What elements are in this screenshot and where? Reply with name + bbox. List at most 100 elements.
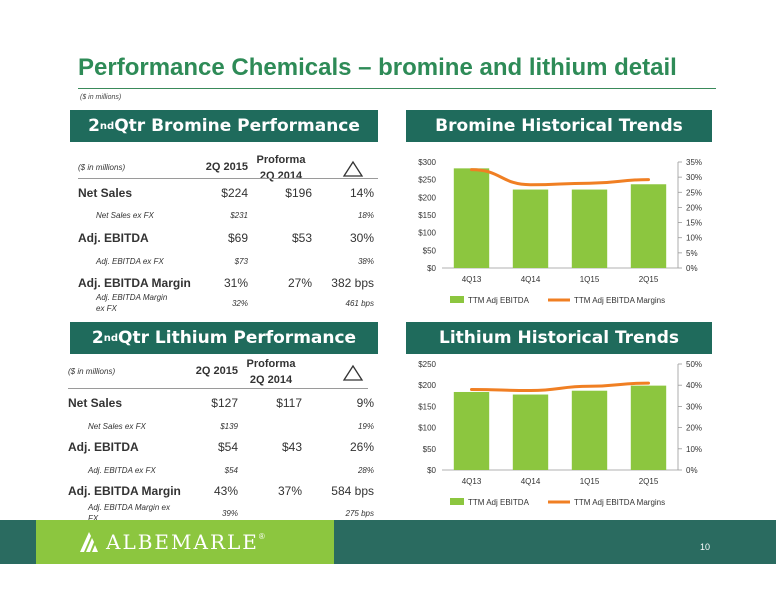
row-label: Net Sales ex FX bbox=[88, 421, 146, 431]
col-2q2015: 2Q 2015 bbox=[205, 161, 248, 173]
y-right-tick-label: 15% bbox=[686, 219, 702, 228]
y-right-tick-label: 30% bbox=[686, 402, 702, 411]
y-left-tick-label: $200 bbox=[418, 193, 436, 202]
y-left-tick-label: $300 bbox=[418, 158, 436, 167]
page-number: 10 bbox=[700, 542, 711, 552]
header-sup: nd bbox=[103, 332, 119, 344]
value-proforma: 37% bbox=[277, 484, 302, 498]
legend-label: TTM Adj EBITDA bbox=[468, 296, 530, 305]
table-divider bbox=[68, 388, 368, 389]
value-2q2015: $127 bbox=[211, 396, 238, 410]
lithium-chart: $0 $50 $100 $150 $200 $250 0% 10% 20% 30% 40% 50% 4Q… bbox=[418, 360, 702, 507]
lithium-chart-header: Lithium Historical Trends bbox=[406, 322, 712, 354]
table-row: Adj. EBITDA Margin 43% 37% 584 bps bbox=[68, 482, 374, 500]
col-proforma: Proforma 2Q 2014 bbox=[252, 152, 310, 184]
row-label: Adj. EBITDA Margin ex FX bbox=[88, 503, 170, 523]
y-right-tick-label: 25% bbox=[686, 188, 702, 197]
y-left-tick-label: $150 bbox=[418, 402, 436, 411]
legend-label: TTM Adj EBITDA bbox=[468, 498, 530, 507]
table-row: Adj. EBITDA Margin 31% 27% 382 bps bbox=[78, 274, 378, 292]
registered-mark: ® bbox=[258, 532, 265, 541]
row-label: Adj. EBITDA bbox=[78, 231, 149, 245]
value-2q2015: $231 bbox=[230, 210, 248, 220]
row-label: Adj. EBITDA Margin bbox=[68, 484, 181, 498]
header-num: 2 bbox=[91, 328, 104, 348]
units-label: ($ in millions) bbox=[68, 367, 116, 376]
y-right-tick-label: 20% bbox=[686, 424, 702, 433]
value-change: 19% bbox=[357, 421, 374, 431]
x-tick-label: 2Q15 bbox=[639, 477, 659, 486]
table-row: Adj. EBITDA $69 $53 30% bbox=[78, 229, 378, 247]
value-change: 382 bps bbox=[331, 276, 374, 290]
table-row: Net Sales ex FX $231 18% bbox=[78, 206, 378, 224]
value-change: 461 bps bbox=[345, 298, 374, 308]
x-tick-label: 1Q15 bbox=[580, 275, 600, 284]
row-label: Adj. EBITDA bbox=[68, 440, 139, 454]
bar bbox=[571, 390, 608, 470]
y-left-tick-label: $200 bbox=[418, 381, 436, 390]
value-proforma: $117 bbox=[276, 396, 302, 410]
y-right-tick-label: 35% bbox=[686, 158, 702, 167]
row-label: Net Sales bbox=[78, 186, 133, 200]
units-note: ($ in millions) bbox=[80, 94, 122, 101]
y-right-tick-label: 10% bbox=[686, 445, 702, 454]
row-label: Adj. EBITDA Margin ex FX bbox=[96, 293, 168, 313]
units-label: ($ in millions) bbox=[78, 163, 126, 172]
value-change: 9% bbox=[356, 396, 374, 410]
value-2q2015: 43% bbox=[213, 484, 238, 498]
y-right-tick-label: 0% bbox=[686, 466, 698, 475]
bromine-chart-header: Bromine Historical Trends bbox=[406, 110, 712, 142]
value-change: 30% bbox=[349, 231, 374, 245]
albemarle-mark-icon bbox=[80, 532, 98, 552]
y-left-tick-label: $150 bbox=[418, 211, 436, 220]
value-proforma: $43 bbox=[281, 440, 302, 454]
y-right-tick-label: 30% bbox=[686, 173, 702, 182]
y-right-tick-label: 0% bbox=[686, 264, 698, 273]
y-right-tick-label: 10% bbox=[686, 234, 702, 243]
bar bbox=[512, 394, 549, 470]
value-change: 38% bbox=[357, 256, 374, 266]
col-proforma-line1: Proforma bbox=[256, 154, 306, 166]
value-2q2015: $73 bbox=[234, 256, 248, 266]
x-tick-label: 4Q13 bbox=[462, 275, 482, 284]
page-title: Performance Chemicals – bromine and lith… bbox=[78, 54, 677, 81]
y-left-tick-label: $250 bbox=[418, 176, 436, 185]
x-tick-label: 4Q13 bbox=[462, 477, 482, 486]
value-2q2015: $139 bbox=[220, 421, 238, 431]
legend-label: TTM Adj EBITDA Margins bbox=[574, 296, 665, 305]
row-label: Net Sales ex FX bbox=[96, 210, 154, 220]
header-text: Qtr Bromine Performance bbox=[114, 116, 360, 136]
value-2q2015: 39% bbox=[221, 508, 238, 518]
bar bbox=[453, 391, 490, 470]
margin-line bbox=[470, 168, 650, 187]
table-divider bbox=[78, 178, 378, 179]
y-left-tick-label: $100 bbox=[418, 424, 436, 433]
table-row: Net Sales ex FX $139 19% bbox=[68, 417, 374, 435]
bar bbox=[571, 189, 608, 268]
col-2q2015: 2Q 2015 bbox=[195, 365, 238, 377]
lithium-table: ($ in millions) 2Q 2015 Proforma 2Q 2014… bbox=[68, 354, 374, 524]
bar bbox=[630, 385, 667, 470]
y-left-tick-label: $50 bbox=[423, 246, 437, 255]
x-tick-label: 4Q14 bbox=[521, 275, 541, 284]
table-row: Net Sales $224 $196 14% bbox=[78, 184, 378, 202]
x-tick-label: 1Q15 bbox=[580, 477, 600, 486]
bromine-table: ($ in millions) 2Q 2015 Proforma 2Q 2014… bbox=[78, 142, 378, 322]
margin-line bbox=[470, 381, 650, 393]
delta-icon bbox=[342, 364, 364, 381]
albemarle-logo: ALBEMARLE ® bbox=[78, 528, 265, 556]
y-right-tick-label: 20% bbox=[686, 203, 702, 212]
value-2q2015: $224 bbox=[221, 186, 248, 200]
header-num: 2 bbox=[88, 116, 100, 136]
bar bbox=[512, 189, 549, 268]
value-change: 26% bbox=[349, 440, 374, 454]
x-tick-label: 4Q14 bbox=[521, 477, 541, 486]
table-row: Adj. EBITDA $54 $43 26% bbox=[68, 438, 374, 456]
x-tick-label: 2Q15 bbox=[639, 275, 659, 284]
row-label: Adj. EBITDA Margin bbox=[78, 276, 191, 290]
logo-wordmark: ALBEMARLE bbox=[106, 530, 259, 554]
value-proforma: 27% bbox=[287, 276, 312, 290]
col-proforma: Proforma 2Q 2014 bbox=[242, 356, 300, 388]
table-column-headers: ($ in millions) 2Q 2015 Proforma 2Q 2014 bbox=[68, 356, 368, 386]
